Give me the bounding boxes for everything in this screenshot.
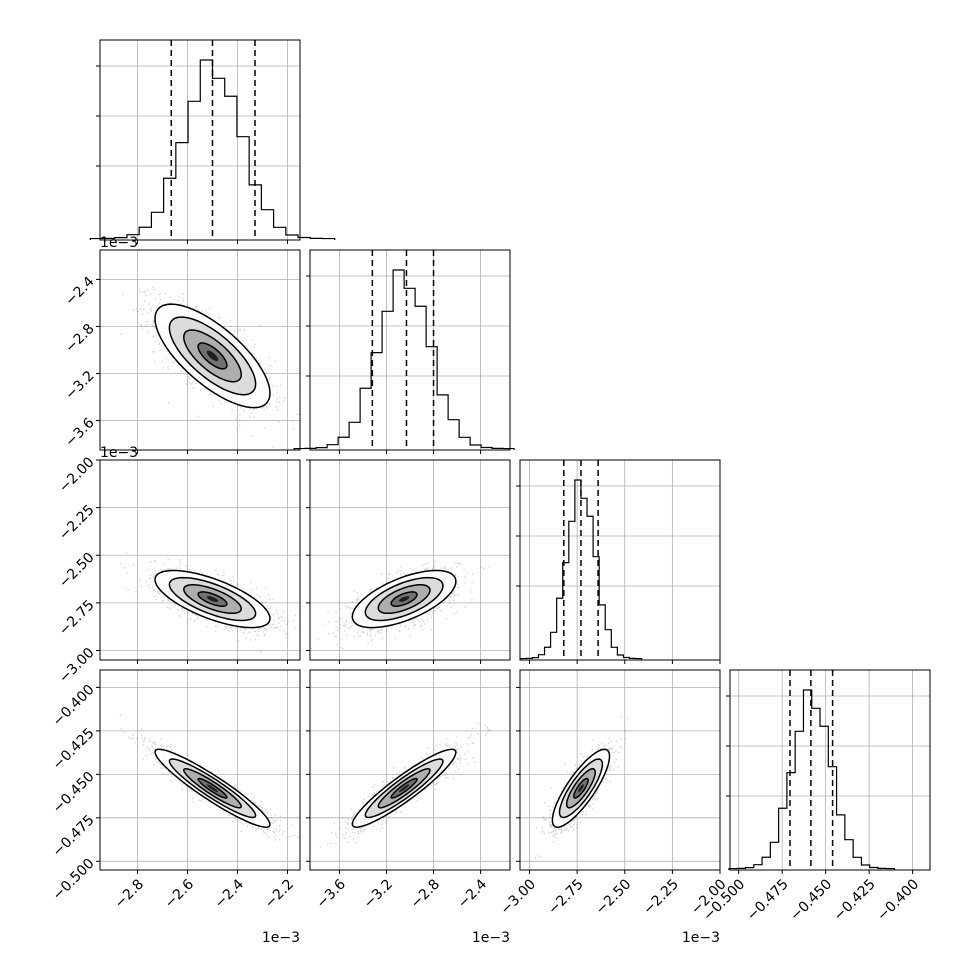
density-fill bbox=[398, 784, 410, 793]
x-tick-label: −2.50 bbox=[593, 876, 635, 918]
x-tick-label: −2.6 bbox=[162, 876, 197, 911]
contour-line bbox=[197, 777, 228, 799]
x-tick-label: −0.425 bbox=[831, 876, 879, 924]
contour-line bbox=[558, 758, 604, 819]
histogram-step bbox=[519, 479, 643, 660]
x-axis-offset-label: 1e−3 bbox=[262, 930, 300, 946]
density-panel bbox=[119, 714, 300, 841]
y-tick-label: −2.00 bbox=[56, 454, 98, 496]
contour-line bbox=[154, 748, 271, 828]
y-tick-label: −2.25 bbox=[56, 502, 98, 544]
panel-frame bbox=[309, 249, 511, 451]
grid-lines bbox=[520, 460, 720, 660]
x-tick-label: −0.475 bbox=[744, 876, 792, 924]
contour-line bbox=[364, 758, 444, 819]
histogram-step bbox=[293, 269, 515, 450]
x-tick-label: −2.4 bbox=[212, 876, 247, 911]
contour-line bbox=[168, 576, 257, 622]
density-fill bbox=[398, 596, 410, 602]
y-tick-label: −0.425 bbox=[50, 725, 98, 773]
x-tick-label: −2.4 bbox=[455, 876, 490, 911]
contour-line bbox=[183, 584, 242, 615]
y-tick-label: −0.450 bbox=[50, 769, 98, 817]
panel-frame bbox=[519, 669, 721, 871]
contour-line bbox=[183, 329, 242, 383]
contour-line bbox=[197, 591, 228, 607]
contour-line bbox=[351, 748, 457, 828]
density-panel bbox=[120, 552, 300, 653]
panel-frame bbox=[99, 39, 301, 241]
contour-line bbox=[197, 342, 228, 370]
contour-line bbox=[377, 584, 431, 615]
histogram-step bbox=[728, 689, 896, 870]
grid-lines bbox=[310, 460, 510, 660]
x-axis-offset-label: 1e−3 bbox=[682, 930, 720, 946]
y-axis-offset-label: 1e−3 bbox=[100, 235, 138, 251]
y-tick-label: −3.6 bbox=[62, 415, 97, 450]
x-tick-label: −0.400 bbox=[874, 876, 922, 924]
density-fill bbox=[206, 350, 219, 362]
x-tick-label: −2.8 bbox=[112, 876, 147, 911]
y-tick-label: −2.75 bbox=[56, 597, 98, 639]
sample-points bbox=[119, 714, 300, 841]
contour-line bbox=[390, 777, 418, 799]
grid-lines bbox=[310, 670, 510, 870]
grid-lines bbox=[100, 670, 300, 870]
y-tick-label: −0.475 bbox=[50, 812, 98, 860]
contour-line bbox=[168, 316, 257, 396]
grid-lines bbox=[520, 670, 720, 870]
contour-line bbox=[154, 303, 271, 409]
histogram-step bbox=[89, 59, 336, 240]
contour-line bbox=[377, 768, 431, 809]
y-tick-label: −2.50 bbox=[56, 550, 98, 592]
panel-frame bbox=[309, 669, 511, 871]
contour-line bbox=[154, 569, 271, 629]
contour-line bbox=[351, 569, 457, 629]
y-tick-label: −2.8 bbox=[62, 321, 97, 356]
x-tick-label: −2.8 bbox=[408, 876, 443, 911]
y-tick-label: −3.00 bbox=[56, 645, 98, 687]
x-tick-label: −3.00 bbox=[497, 876, 539, 918]
y-tick-label: −0.500 bbox=[50, 856, 98, 904]
panel-frame bbox=[309, 459, 511, 661]
panel-frame bbox=[729, 669, 931, 871]
y-tick-label: −2.4 bbox=[62, 274, 97, 309]
density-fill bbox=[206, 784, 219, 793]
density-fill bbox=[578, 784, 584, 793]
grid-lines bbox=[100, 460, 300, 660]
x-tick-label: −3.2 bbox=[361, 876, 396, 911]
contour-line bbox=[183, 768, 242, 809]
grid-lines bbox=[310, 250, 510, 450]
x-axis-offset-label: 1e−3 bbox=[472, 930, 510, 946]
panel-frame bbox=[99, 459, 301, 661]
contour-line bbox=[565, 768, 596, 809]
density-panel bbox=[120, 287, 300, 448]
x-tick-label: −3.6 bbox=[314, 876, 349, 911]
contour-line bbox=[573, 777, 589, 799]
y-tick-label: −0.400 bbox=[50, 682, 98, 730]
y-axis-offset-label: 1e−3 bbox=[100, 445, 138, 461]
x-tick-label: −2.2 bbox=[262, 876, 297, 911]
panel-frame bbox=[519, 459, 721, 661]
contour-line bbox=[364, 576, 444, 622]
density-panel bbox=[319, 722, 491, 848]
x-tick-label: −2.75 bbox=[545, 876, 587, 918]
grid-lines bbox=[730, 670, 930, 870]
panel-frame bbox=[99, 669, 301, 871]
density-fill bbox=[206, 596, 219, 602]
density-panel bbox=[310, 560, 490, 650]
contour-line bbox=[551, 748, 611, 828]
contour-line bbox=[390, 591, 418, 607]
contour-line bbox=[168, 758, 257, 819]
x-tick-label: −0.450 bbox=[787, 876, 835, 924]
density-panel bbox=[534, 716, 629, 859]
x-tick-label: −2.25 bbox=[640, 876, 682, 918]
y-tick-label: −3.2 bbox=[62, 368, 97, 403]
panel-frame bbox=[99, 249, 301, 451]
grid-lines bbox=[100, 40, 300, 240]
